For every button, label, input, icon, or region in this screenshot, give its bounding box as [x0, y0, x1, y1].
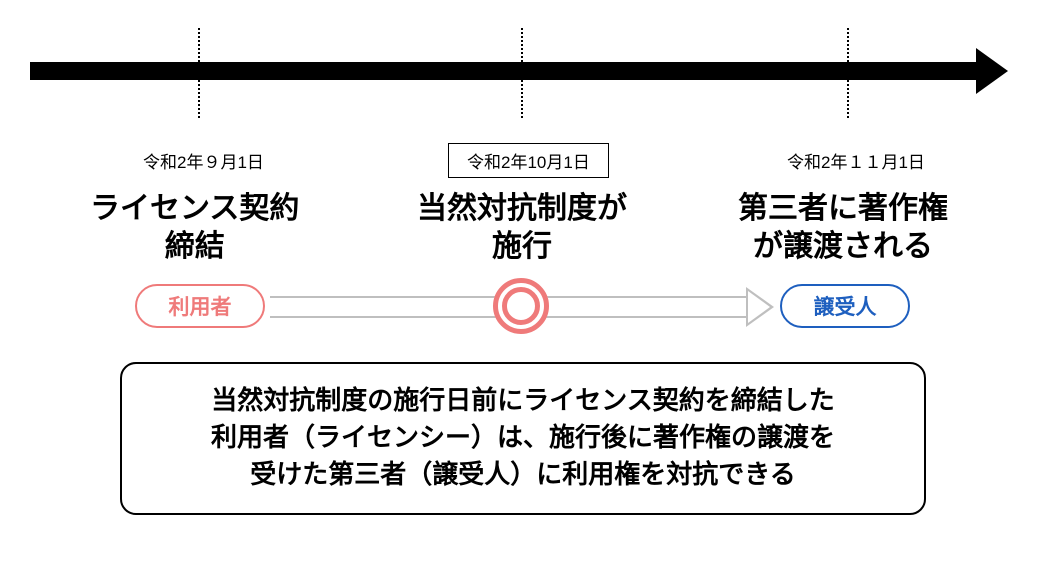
summary-line3: 受けた第三者（譲受人）に利用権を対抗できる: [250, 459, 795, 489]
timeline-tick-3: [847, 28, 849, 118]
badge-user: 利用者: [135, 284, 265, 328]
event-1-title: ライセンス契約 締結: [90, 190, 299, 267]
event-2-title-line1: 当然対抗制度が: [417, 192, 627, 225]
flow-arrow-head-inner: [748, 291, 770, 323]
event-2-title: 当然対抗制度が 施行: [417, 190, 627, 267]
timeline-tick-2: [521, 28, 523, 118]
event-2-date: 令和2年10月1日: [448, 143, 609, 178]
timeline-tick-1: [198, 28, 200, 118]
event-3-date: 令和2年１１月1日: [787, 148, 925, 173]
event-3-title: 第三者に著作権 が譲渡される: [738, 190, 948, 267]
timeline-bar: [30, 62, 976, 80]
timeline-arrowhead: [976, 48, 1008, 94]
summary-line2: 利用者（ライセンシー）は、施行後に著作権の譲渡を: [211, 422, 835, 452]
badge-assignee-label: 譲受人: [814, 291, 877, 321]
double-circle-icon: [493, 278, 549, 334]
timeline: [30, 62, 1010, 80]
double-circle-inner: [502, 287, 540, 325]
event-3-title-line1: 第三者に著作権: [738, 192, 948, 225]
summary-box: 当然対抗制度の施行日前にライセンス契約を締結した 利用者（ライセンシー）は、施行…: [120, 362, 926, 515]
badge-assignee: 譲受人: [780, 284, 910, 328]
event-1-title-line1: ライセンス契約: [90, 192, 299, 225]
badge-user-label: 利用者: [169, 291, 232, 321]
diagram-canvas: 令和2年９月1日 ライセンス契約 締結 令和2年10月1日 当然対抗制度が 施行…: [0, 0, 1046, 579]
event-1-title-line2: 締結: [165, 230, 225, 263]
summary-line1: 当然対抗制度の施行日前にライセンス契約を締結した: [211, 385, 834, 415]
event-1-date: 令和2年９月1日: [143, 148, 264, 173]
event-2-title-line2: 施行: [492, 230, 552, 263]
event-3-title-line2: が譲渡される: [753, 230, 933, 263]
